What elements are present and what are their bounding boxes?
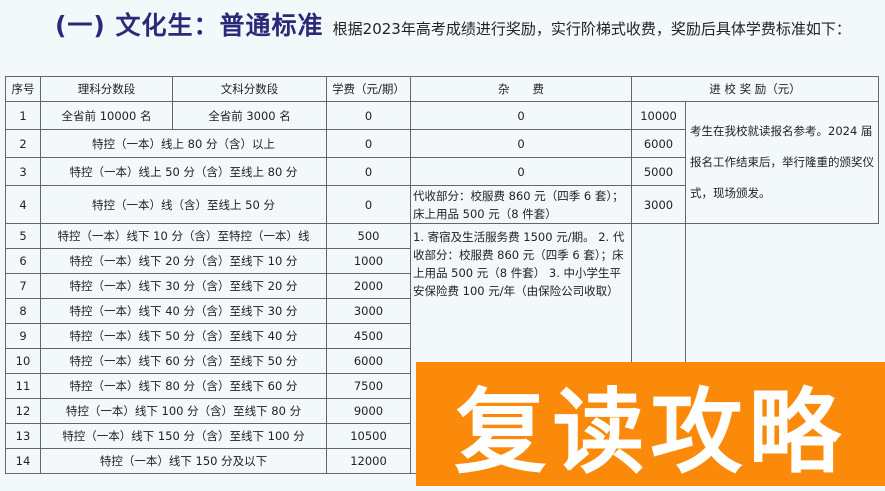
score-range: 特控（一本）线下 10 分（含）至特控（一本）线: [40, 223, 327, 249]
tuition: 6000: [326, 348, 411, 374]
table-row: 6 特控（一本）线下 20 分（含）至线下 10 分 1000: [5, 248, 879, 274]
table-header-row: 序号 理科分数段 文科分数段 学费（元/期） 杂 费 进 校 奖 励（元）: [5, 76, 879, 102]
row-no: 2: [5, 129, 41, 158]
table-row: 13 特控（一本）线下 150 分（含）至线下 100 分 10500: [5, 423, 879, 449]
tuition: 9000: [326, 398, 411, 424]
section-heading: (一) 文化生：普通标准: [55, 11, 324, 40]
score-range: 特控（一本）线上 50 分（含）至线上 80 分: [40, 157, 327, 186]
score-range: 特控（一本）线下 80 分（含）至线下 60 分: [40, 373, 327, 399]
row-no: 6: [5, 248, 41, 274]
row-no: 1: [5, 101, 41, 130]
header-no: 序号: [5, 76, 41, 102]
science-range: 全省前 10000 名: [40, 101, 173, 130]
row-no: 13: [5, 423, 41, 449]
row-no: 7: [5, 273, 41, 299]
score-range: 特控（一本）线下 30 分（含）至线下 20 分: [40, 273, 327, 299]
watermark-banner: 复读攻略: [416, 362, 885, 486]
tuition: 3000: [326, 298, 411, 324]
header-tuition: 学费（元/期）: [326, 76, 411, 102]
score-range: 特控（一本）线下 150 分及以下: [40, 448, 327, 474]
tuition: 7500: [326, 373, 411, 399]
score-range: 特控（一本）线下 50 分（含）至线下 40 分: [40, 323, 327, 349]
table-row: 12 特控（一本）线下 100 分（含）至线下 80 分 9000: [5, 398, 879, 424]
fee: 0: [410, 101, 632, 130]
score-range: 特控（一本）线下 20 分（含）至线下 10 分: [40, 248, 327, 274]
fee: 代收部分：校服费 860 元（四季 6 套）；床上用品 500 元（8 件套）: [410, 185, 632, 224]
score-range: 特控（一本）线（含）至线上 50 分: [40, 185, 327, 224]
tuition: 0: [326, 129, 411, 158]
row-no: 4: [5, 185, 41, 224]
arts-range: 全省前 3000 名: [172, 101, 327, 130]
fee: 0: [410, 157, 632, 186]
reward: 3000: [631, 185, 686, 224]
table-row: 11 特控（一本）线下 80 分（含）至线下 60 分 7500: [5, 373, 879, 399]
fee-table: 序号 理科分数段 文科分数段 学费（元/期） 杂 费 进 校 奖 励（元） 1 …: [5, 76, 879, 474]
score-range: 特控（一本）线下 60 分（含）至线下 50 分: [40, 348, 327, 374]
row-no: 12: [5, 398, 41, 424]
row-no: 5: [5, 223, 41, 249]
table-row: 14 特控（一本）线下 150 分及以下 12000: [5, 448, 879, 474]
row-no: 10: [5, 348, 41, 374]
section-title: (一) 文化生：普通标准 根据2023年高考成绩进行奖励，实行阶梯式收费，奖励后…: [55, 6, 851, 42]
tuition: 12000: [326, 448, 411, 474]
row-no: 3: [5, 157, 41, 186]
header-arts: 文科分数段: [172, 76, 327, 102]
table-row: 4 特控（一本）线（含）至线上 50 分 0 代收部分：校服费 860 元（四季…: [5, 185, 879, 224]
tuition: 0: [326, 157, 411, 186]
tuition: 1000: [326, 248, 411, 274]
row-no: 11: [5, 373, 41, 399]
tuition: 2000: [326, 273, 411, 299]
table-row: 1 全省前 10000 名 全省前 3000 名 0 0 10000 考生在我校…: [5, 101, 879, 224]
table-row: 2 特控（一本）线上 80 分（含）以上 0 0 6000: [5, 129, 879, 158]
score-range: 特控（一本）线下 40 分（含）至线下 30 分: [40, 298, 327, 324]
score-range: 特控（一本）线上 80 分（含）以上: [40, 129, 327, 158]
row-no: 9: [5, 323, 41, 349]
tuition: 0: [326, 101, 411, 130]
score-range: 特控（一本）线下 100 分（含）至线下 80 分: [40, 398, 327, 424]
tuition: 4500: [326, 323, 411, 349]
row-no: 14: [5, 448, 41, 474]
reward: 6000: [631, 129, 686, 158]
header-reward: 进 校 奖 励（元）: [631, 76, 879, 102]
tuition: 0: [326, 185, 411, 224]
tuition: 10500: [326, 423, 411, 449]
reward: 5000: [631, 157, 686, 186]
table-row: 8 特控（一本）线下 40 分（含）至线下 30 分 3000: [5, 298, 879, 324]
score-range: 特控（一本）线下 150 分（含）至线下 100 分: [40, 423, 327, 449]
fee: 0: [410, 129, 632, 158]
tuition: 500: [326, 223, 411, 249]
row-no: 8: [5, 298, 41, 324]
award-note: 考生在我校就读报名参考。2024 届报名工作结束后，举行隆重的颁奖仪式，现场颁发…: [685, 101, 879, 224]
table-row: 5 特控（一本）线下 10 分（含）至特控（一本）线 500 1. 寄宿及生活服务…: [5, 223, 879, 474]
reward: 10000: [631, 101, 686, 130]
header-fee: 杂 费: [410, 76, 632, 102]
section-description: 根据2023年高考成绩进行奖励，实行阶梯式收费，奖励后具体学费标准如下：: [332, 20, 851, 38]
header-science: 理科分数段: [40, 76, 173, 102]
